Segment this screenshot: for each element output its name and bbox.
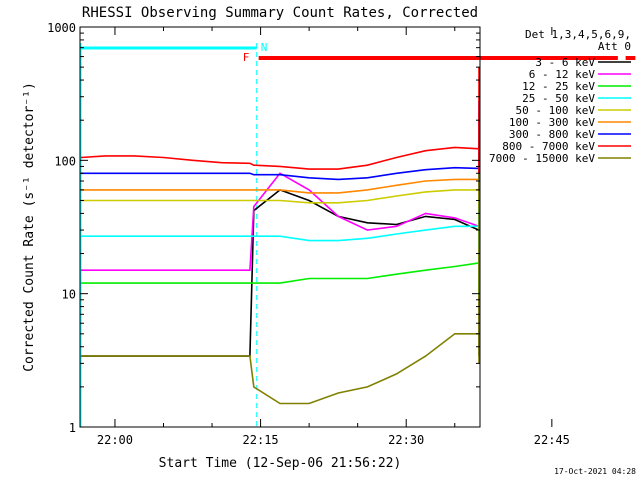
legend-entry-label: 800 - 7000 keV: [502, 140, 595, 153]
series-line-100-300-kev: [81, 112, 480, 199]
legend-entry-label: 3 - 6 keV: [535, 56, 595, 69]
legend-entry-label: 6 - 12 keV: [529, 68, 596, 81]
y-tick-label: 100: [54, 154, 76, 168]
flare-marker-label: F: [243, 51, 250, 64]
x-axis-label: Start Time (12-Sep-06 21:56:22): [159, 456, 402, 471]
x-tick-label: 22:15: [243, 433, 279, 447]
series-line-50-100-kev: [81, 120, 480, 208]
legend-entry-label: 7000 - 15000 keV: [489, 152, 595, 165]
chart-title: RHESSI Observing Summary Count Rates, Co…: [82, 5, 478, 21]
y-axis: 1 10 100 1000: [47, 21, 480, 435]
legend-header-line2: Att 0: [598, 40, 631, 53]
legend-header-line1: Det 1,3,4,5,6,9,: [525, 28, 631, 41]
y-tick-label: 1: [69, 421, 76, 435]
x-tick-label: 22:30: [388, 433, 424, 447]
legend-entry-label: 50 - 100 keV: [516, 104, 596, 117]
timestamp: 17-Oct-2021 04:28: [554, 467, 636, 476]
series-line-7000-15000-kev: [81, 173, 480, 405]
orbit-markers: NFS: [80, 41, 636, 427]
series-line-12-25-kev: [81, 149, 480, 297]
series-layer: [80, 67, 480, 405]
x-tick-label: 22:45: [534, 433, 570, 447]
legend-entry-label: 300 - 800 keV: [509, 128, 595, 141]
y-axis-label: Corrected Count Rate (s⁻¹ detector⁻¹): [22, 82, 37, 372]
y-tick-label: 1000: [47, 21, 76, 35]
legend-entry-label: 12 - 25 keV: [522, 80, 595, 93]
night-marker-label: N: [261, 41, 268, 54]
y-tick-label: 10: [62, 288, 76, 302]
x-tick-label: 22:00: [97, 433, 133, 447]
legend-entry-label: 100 - 300 keV: [509, 116, 595, 129]
legend-entry-label: 25 - 50 keV: [522, 92, 595, 105]
series-line-6-12-kev: [81, 140, 480, 279]
series-line-800-7000-kev: [80, 67, 480, 174]
series-line-300-800-kev: [81, 100, 480, 190]
plot-frame: [79, 26, 481, 428]
